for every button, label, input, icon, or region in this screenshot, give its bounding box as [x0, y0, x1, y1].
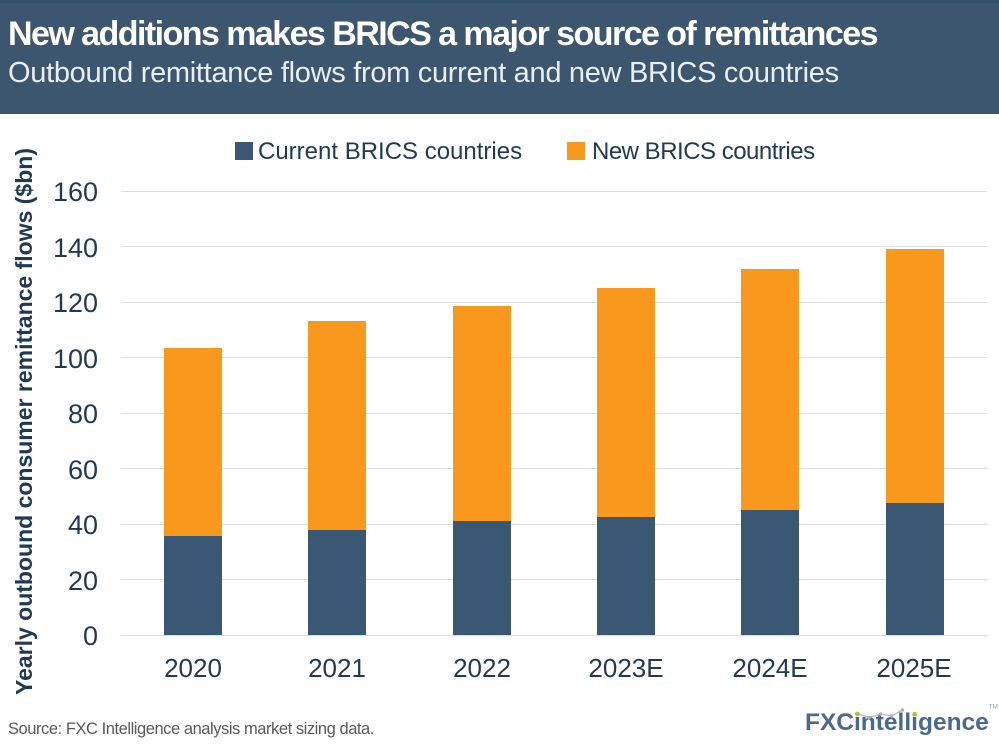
svg-text:TM: TM — [989, 704, 998, 711]
